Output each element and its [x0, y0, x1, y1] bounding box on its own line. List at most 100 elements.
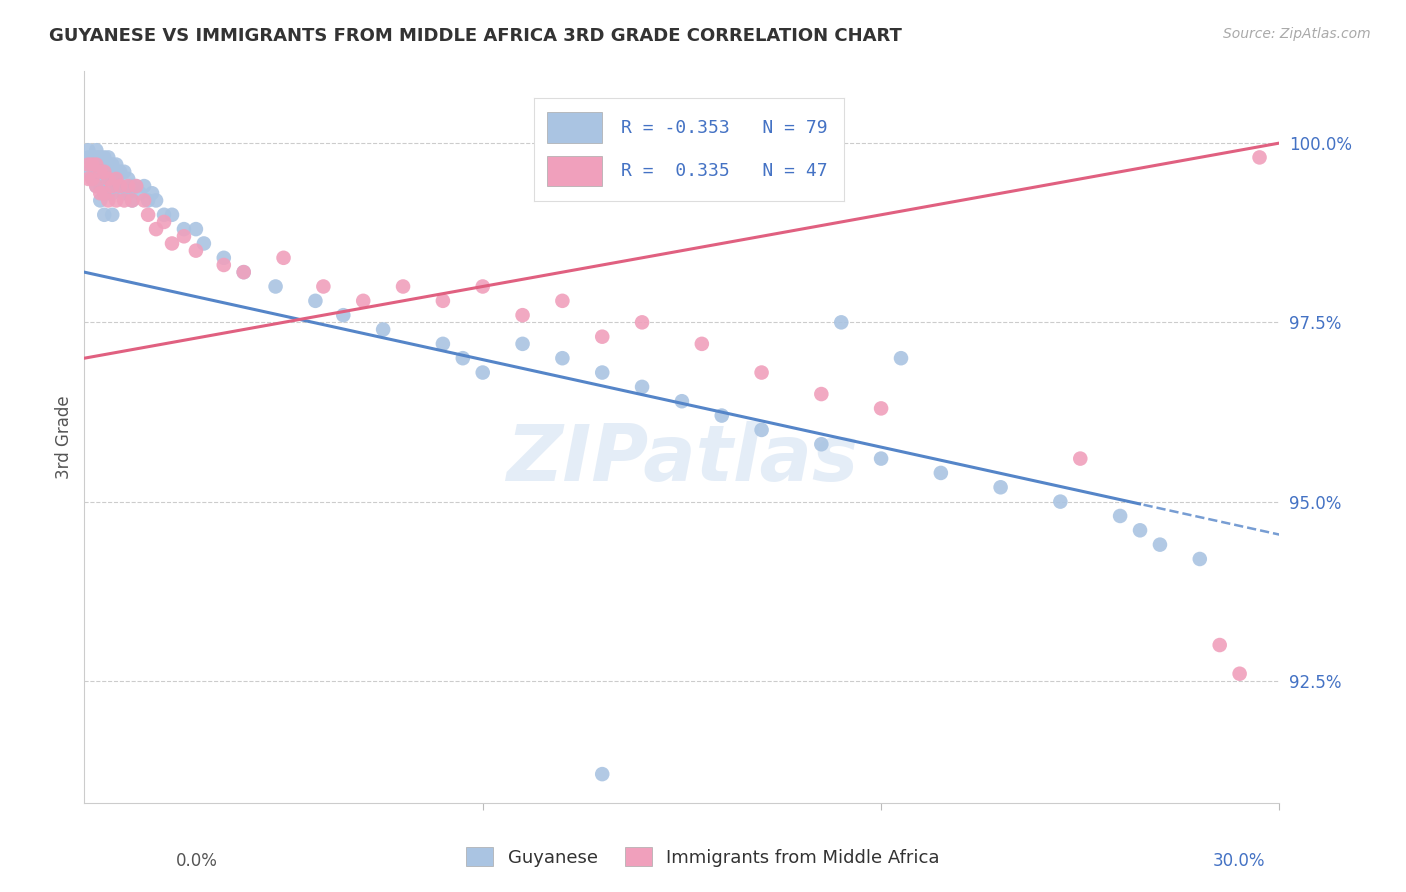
- Point: [591, 366, 613, 380]
- Point: [929, 466, 952, 480]
- Point: [77, 143, 100, 157]
- Point: [890, 351, 912, 366]
- Point: [117, 186, 139, 201]
- Point: [101, 179, 124, 194]
- Point: [97, 158, 120, 172]
- Point: [86, 158, 108, 172]
- Point: [82, 158, 104, 172]
- Point: [121, 179, 143, 194]
- Point: [631, 380, 654, 394]
- Point: [97, 194, 120, 208]
- Point: [101, 186, 124, 201]
- Point: [690, 336, 713, 351]
- Y-axis label: 3rd Grade: 3rd Grade: [55, 395, 73, 479]
- Point: [432, 293, 454, 308]
- Point: [77, 150, 100, 164]
- Point: [193, 236, 215, 251]
- Point: [93, 165, 115, 179]
- Point: [112, 165, 135, 179]
- Point: [273, 251, 295, 265]
- Point: [86, 179, 108, 194]
- Point: [1109, 508, 1132, 523]
- Point: [110, 165, 132, 179]
- Point: [77, 158, 100, 172]
- Point: [145, 222, 167, 236]
- Point: [332, 308, 354, 322]
- Point: [125, 179, 148, 194]
- Point: [451, 351, 474, 366]
- Point: [710, 409, 733, 423]
- Point: [132, 194, 156, 208]
- Bar: [547, 112, 602, 144]
- Point: [117, 179, 139, 194]
- Bar: [547, 155, 602, 186]
- Point: [86, 150, 108, 164]
- Point: [105, 179, 128, 194]
- Point: [512, 308, 534, 322]
- Point: [93, 208, 115, 222]
- Point: [870, 451, 893, 466]
- Point: [112, 186, 135, 201]
- Text: 0.0%: 0.0%: [176, 852, 218, 870]
- Point: [117, 172, 139, 186]
- Point: [312, 279, 335, 293]
- Point: [89, 150, 111, 164]
- Point: [184, 222, 207, 236]
- Point: [86, 179, 108, 194]
- Point: [304, 293, 326, 308]
- Point: [990, 480, 1012, 494]
- Point: [132, 179, 156, 194]
- Point: [512, 336, 534, 351]
- Point: [810, 437, 832, 451]
- Point: [671, 394, 693, 409]
- Point: [121, 194, 143, 208]
- Point: [82, 172, 104, 186]
- Point: [89, 165, 111, 179]
- Point: [232, 265, 254, 279]
- Point: [93, 158, 115, 172]
- Point: [591, 329, 613, 343]
- Point: [373, 322, 395, 336]
- Point: [212, 251, 235, 265]
- Point: [110, 179, 132, 194]
- Point: [551, 351, 574, 366]
- Point: [86, 143, 108, 157]
- Point: [101, 172, 124, 186]
- Point: [89, 194, 111, 208]
- Point: [173, 222, 195, 236]
- Text: R =  0.335   N = 47: R = 0.335 N = 47: [621, 162, 828, 180]
- Point: [830, 315, 852, 329]
- Point: [1229, 666, 1251, 681]
- Point: [112, 194, 135, 208]
- Point: [352, 293, 374, 308]
- Point: [160, 236, 183, 251]
- Point: [89, 179, 111, 194]
- Point: [89, 186, 111, 201]
- Point: [101, 208, 124, 222]
- Point: [101, 165, 124, 179]
- Point: [93, 150, 115, 164]
- Point: [810, 387, 832, 401]
- Point: [82, 158, 104, 172]
- Point: [136, 194, 159, 208]
- Point: [121, 194, 143, 208]
- Point: [136, 208, 159, 222]
- Point: [173, 229, 195, 244]
- Point: [1069, 451, 1091, 466]
- Point: [145, 194, 167, 208]
- Legend: Guyanese, Immigrants from Middle Africa: Guyanese, Immigrants from Middle Africa: [458, 840, 948, 874]
- Point: [97, 150, 120, 164]
- Point: [1249, 150, 1271, 164]
- Point: [82, 172, 104, 186]
- Text: GUYANESE VS IMMIGRANTS FROM MIDDLE AFRICA 3RD GRADE CORRELATION CHART: GUYANESE VS IMMIGRANTS FROM MIDDLE AFRIC…: [49, 27, 903, 45]
- Point: [77, 172, 100, 186]
- Point: [1149, 538, 1171, 552]
- Point: [232, 265, 254, 279]
- Text: ZIPatlas: ZIPatlas: [506, 421, 858, 497]
- Point: [631, 315, 654, 329]
- Point: [125, 179, 148, 194]
- Point: [86, 158, 108, 172]
- Text: R = -0.353   N = 79: R = -0.353 N = 79: [621, 119, 828, 136]
- Text: Source: ZipAtlas.com: Source: ZipAtlas.com: [1223, 27, 1371, 41]
- Point: [141, 186, 163, 201]
